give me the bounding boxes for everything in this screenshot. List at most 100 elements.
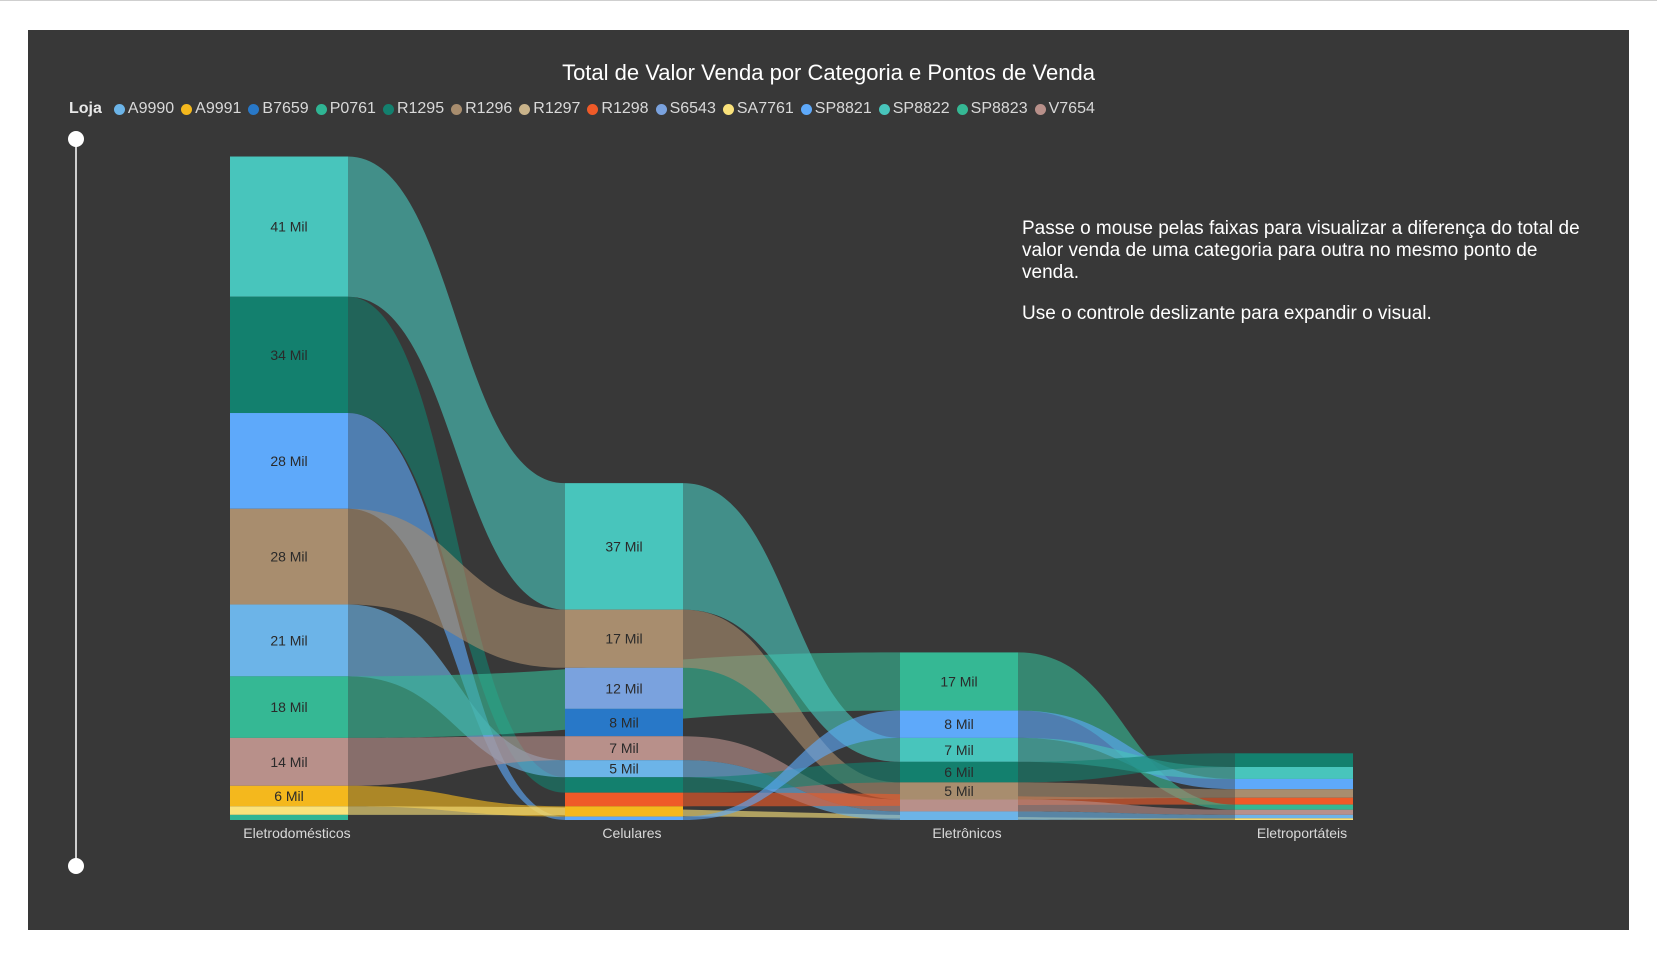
flow-band-a9990[interactable] — [683, 760, 900, 820]
legend-item-sp8823[interactable]: SP8823 — [956, 100, 1028, 118]
flow-band-v7654[interactable] — [348, 736, 565, 786]
data-label: 34 Mil — [270, 347, 307, 363]
flow-band-r1296[interactable] — [1018, 782, 1235, 800]
legend-marker — [519, 103, 531, 115]
legend-marker — [956, 103, 968, 115]
legend-item-b7659[interactable]: B7659 — [248, 100, 309, 118]
node-segment-sp8821[interactable] — [1235, 778, 1353, 790]
node-segment-r1295[interactable] — [900, 761, 1018, 783]
info-slider-hint: Use o controle deslizante para expandir … — [1022, 303, 1432, 324]
legend-item-sp8821[interactable]: SP8821 — [800, 100, 872, 118]
flow-band-a9990[interactable] — [1018, 811, 1235, 820]
node-segment-v7654[interactable] — [565, 736, 683, 761]
data-label: 8 Mil — [944, 716, 974, 732]
legend-marker — [181, 103, 193, 115]
info-hover-hint: Passe o mouse pelas faixas para visualiz… — [1022, 218, 1580, 283]
category-label: Eletroportáteis — [1257, 825, 1347, 841]
node-segment-sp8823[interactable] — [230, 676, 348, 738]
node-segment-r1296[interactable] — [230, 508, 348, 605]
node-segment-v7654[interactable] — [1235, 809, 1353, 815]
legend-item-sp8822[interactable]: SP8822 — [878, 100, 950, 118]
expand-slider-bottom-handle[interactable] — [68, 858, 84, 874]
node-segment-sp8823[interactable] — [900, 652, 1018, 711]
data-label: 28 Mil — [270, 549, 307, 565]
node-segment-sa7761[interactable] — [1235, 818, 1353, 820]
node-segment-sp8821[interactable] — [565, 816, 683, 820]
category-nodes: 41 Mil 34 Mil 28 Mil 28 Mil 21 Mil 18 Mil 14 M… — [230, 156, 1353, 820]
flow-band-r1295[interactable] — [348, 296, 565, 793]
legend-marker — [878, 103, 890, 115]
data-label: 41 Mil — [270, 219, 307, 235]
legend-item-r1295[interactable]: R1295 — [382, 100, 444, 118]
flow-band-r1296[interactable] — [348, 508, 565, 668]
node-segment-sp8822[interactable] — [230, 156, 348, 297]
node-segment-r1296[interactable] — [1235, 789, 1353, 798]
legend-label: A9990 — [127, 100, 175, 117]
flow-bands — [348, 156, 1235, 820]
node-segment-r1296[interactable] — [900, 782, 1018, 800]
node-segment-s6543[interactable] — [565, 667, 683, 709]
legend-item-sa7761[interactable]: SA7761 — [722, 100, 794, 118]
node-segment-a9990[interactable] — [1235, 814, 1353, 819]
expand-slider-track[interactable] — [75, 139, 77, 867]
node-segment-r1295[interactable] — [230, 296, 348, 414]
node-segment-r1298[interactable] — [1235, 797, 1353, 805]
flow-band-sp8822[interactable] — [348, 156, 565, 610]
node-segment-v7654[interactable] — [230, 737, 348, 786]
sankey-visual: Total de Valor Venda por Categoria e Pon… — [28, 30, 1629, 930]
legend-item-v7654[interactable]: V7654 — [1034, 100, 1095, 118]
legend-label: R1296 — [465, 100, 513, 117]
flow-band-r1296[interactable] — [683, 609, 900, 800]
node-segment-sa7761[interactable] — [230, 806, 348, 815]
flow-band-sp8823[interactable] — [1018, 652, 1235, 810]
node-segment-p0761[interactable] — [230, 814, 348, 820]
chart-title: Total de Valor Venda por Categoria e Pon… — [562, 60, 1095, 85]
node-segment-sp8822[interactable] — [565, 483, 683, 610]
node-segment-sp8821[interactable] — [230, 413, 348, 509]
legend-item-a9990[interactable]: A9990 — [113, 100, 175, 118]
data-label: 21 Mil — [270, 632, 307, 648]
flow-band-sp8821[interactable] — [1018, 710, 1235, 790]
legend: Loja A9990 A9991 B7659 P0761 R1295 R1296 R1297… — [69, 100, 1102, 118]
legend-item-r1297[interactable]: R1297 — [519, 100, 580, 118]
legend-label: S6543 — [669, 100, 716, 117]
legend-item-r1296[interactable]: R1296 — [451, 100, 512, 118]
node-segment-a9991[interactable] — [230, 785, 348, 807]
data-label: 6 Mil — [944, 764, 974, 780]
legend-title: Loja — [69, 100, 102, 117]
legend-marker — [800, 103, 812, 115]
data-label: 12 Mil — [605, 680, 642, 696]
node-segment-a9990[interactable] — [230, 604, 348, 677]
flow-band-sp8821[interactable] — [683, 710, 900, 820]
legend-marker — [248, 103, 260, 115]
legend-item-p0761[interactable]: P0761 — [315, 100, 376, 118]
node-segment-r1295[interactable] — [1235, 753, 1353, 767]
node-segment-r1298[interactable] — [565, 792, 683, 807]
node-segment-a9990[interactable] — [565, 760, 683, 778]
legend-item-a9991[interactable]: A9991 — [181, 100, 241, 118]
legend-marker — [1034, 103, 1046, 115]
legend-marker — [451, 103, 463, 115]
node-segment-sp8822[interactable] — [900, 737, 1018, 762]
expand-slider-top-handle[interactable] — [68, 131, 84, 147]
node-segment-sp8822[interactable] — [1235, 766, 1353, 779]
legend-label: SP8822 — [892, 100, 950, 117]
node-segment-v7654[interactable] — [900, 799, 1018, 812]
flow-band-r1295[interactable] — [1018, 753, 1235, 783]
legend-label: SA7761 — [736, 100, 794, 117]
node-segment-a9991[interactable] — [565, 806, 683, 817]
category-label: Eletrodomésticos — [243, 825, 350, 841]
node-segment-sp8823[interactable] — [1235, 804, 1353, 810]
node-segment-r1295[interactable] — [565, 777, 683, 793]
top-divider — [0, 0, 1657, 1]
flow-band-v7654[interactable] — [1018, 799, 1235, 815]
node-segment-a9990[interactable] — [900, 811, 1018, 820]
legend-marker — [587, 103, 599, 115]
flow-band-sp8822[interactable] — [683, 483, 900, 762]
node-segment-b7659[interactable] — [565, 708, 683, 737]
node-segment-sp8821[interactable] — [900, 710, 1018, 738]
legend-item-s6543[interactable]: S6543 — [655, 100, 716, 118]
data-label: 6 Mil — [274, 788, 304, 804]
node-segment-r1296[interactable] — [565, 609, 683, 668]
legend-item-r1298[interactable]: R1298 — [587, 100, 649, 118]
